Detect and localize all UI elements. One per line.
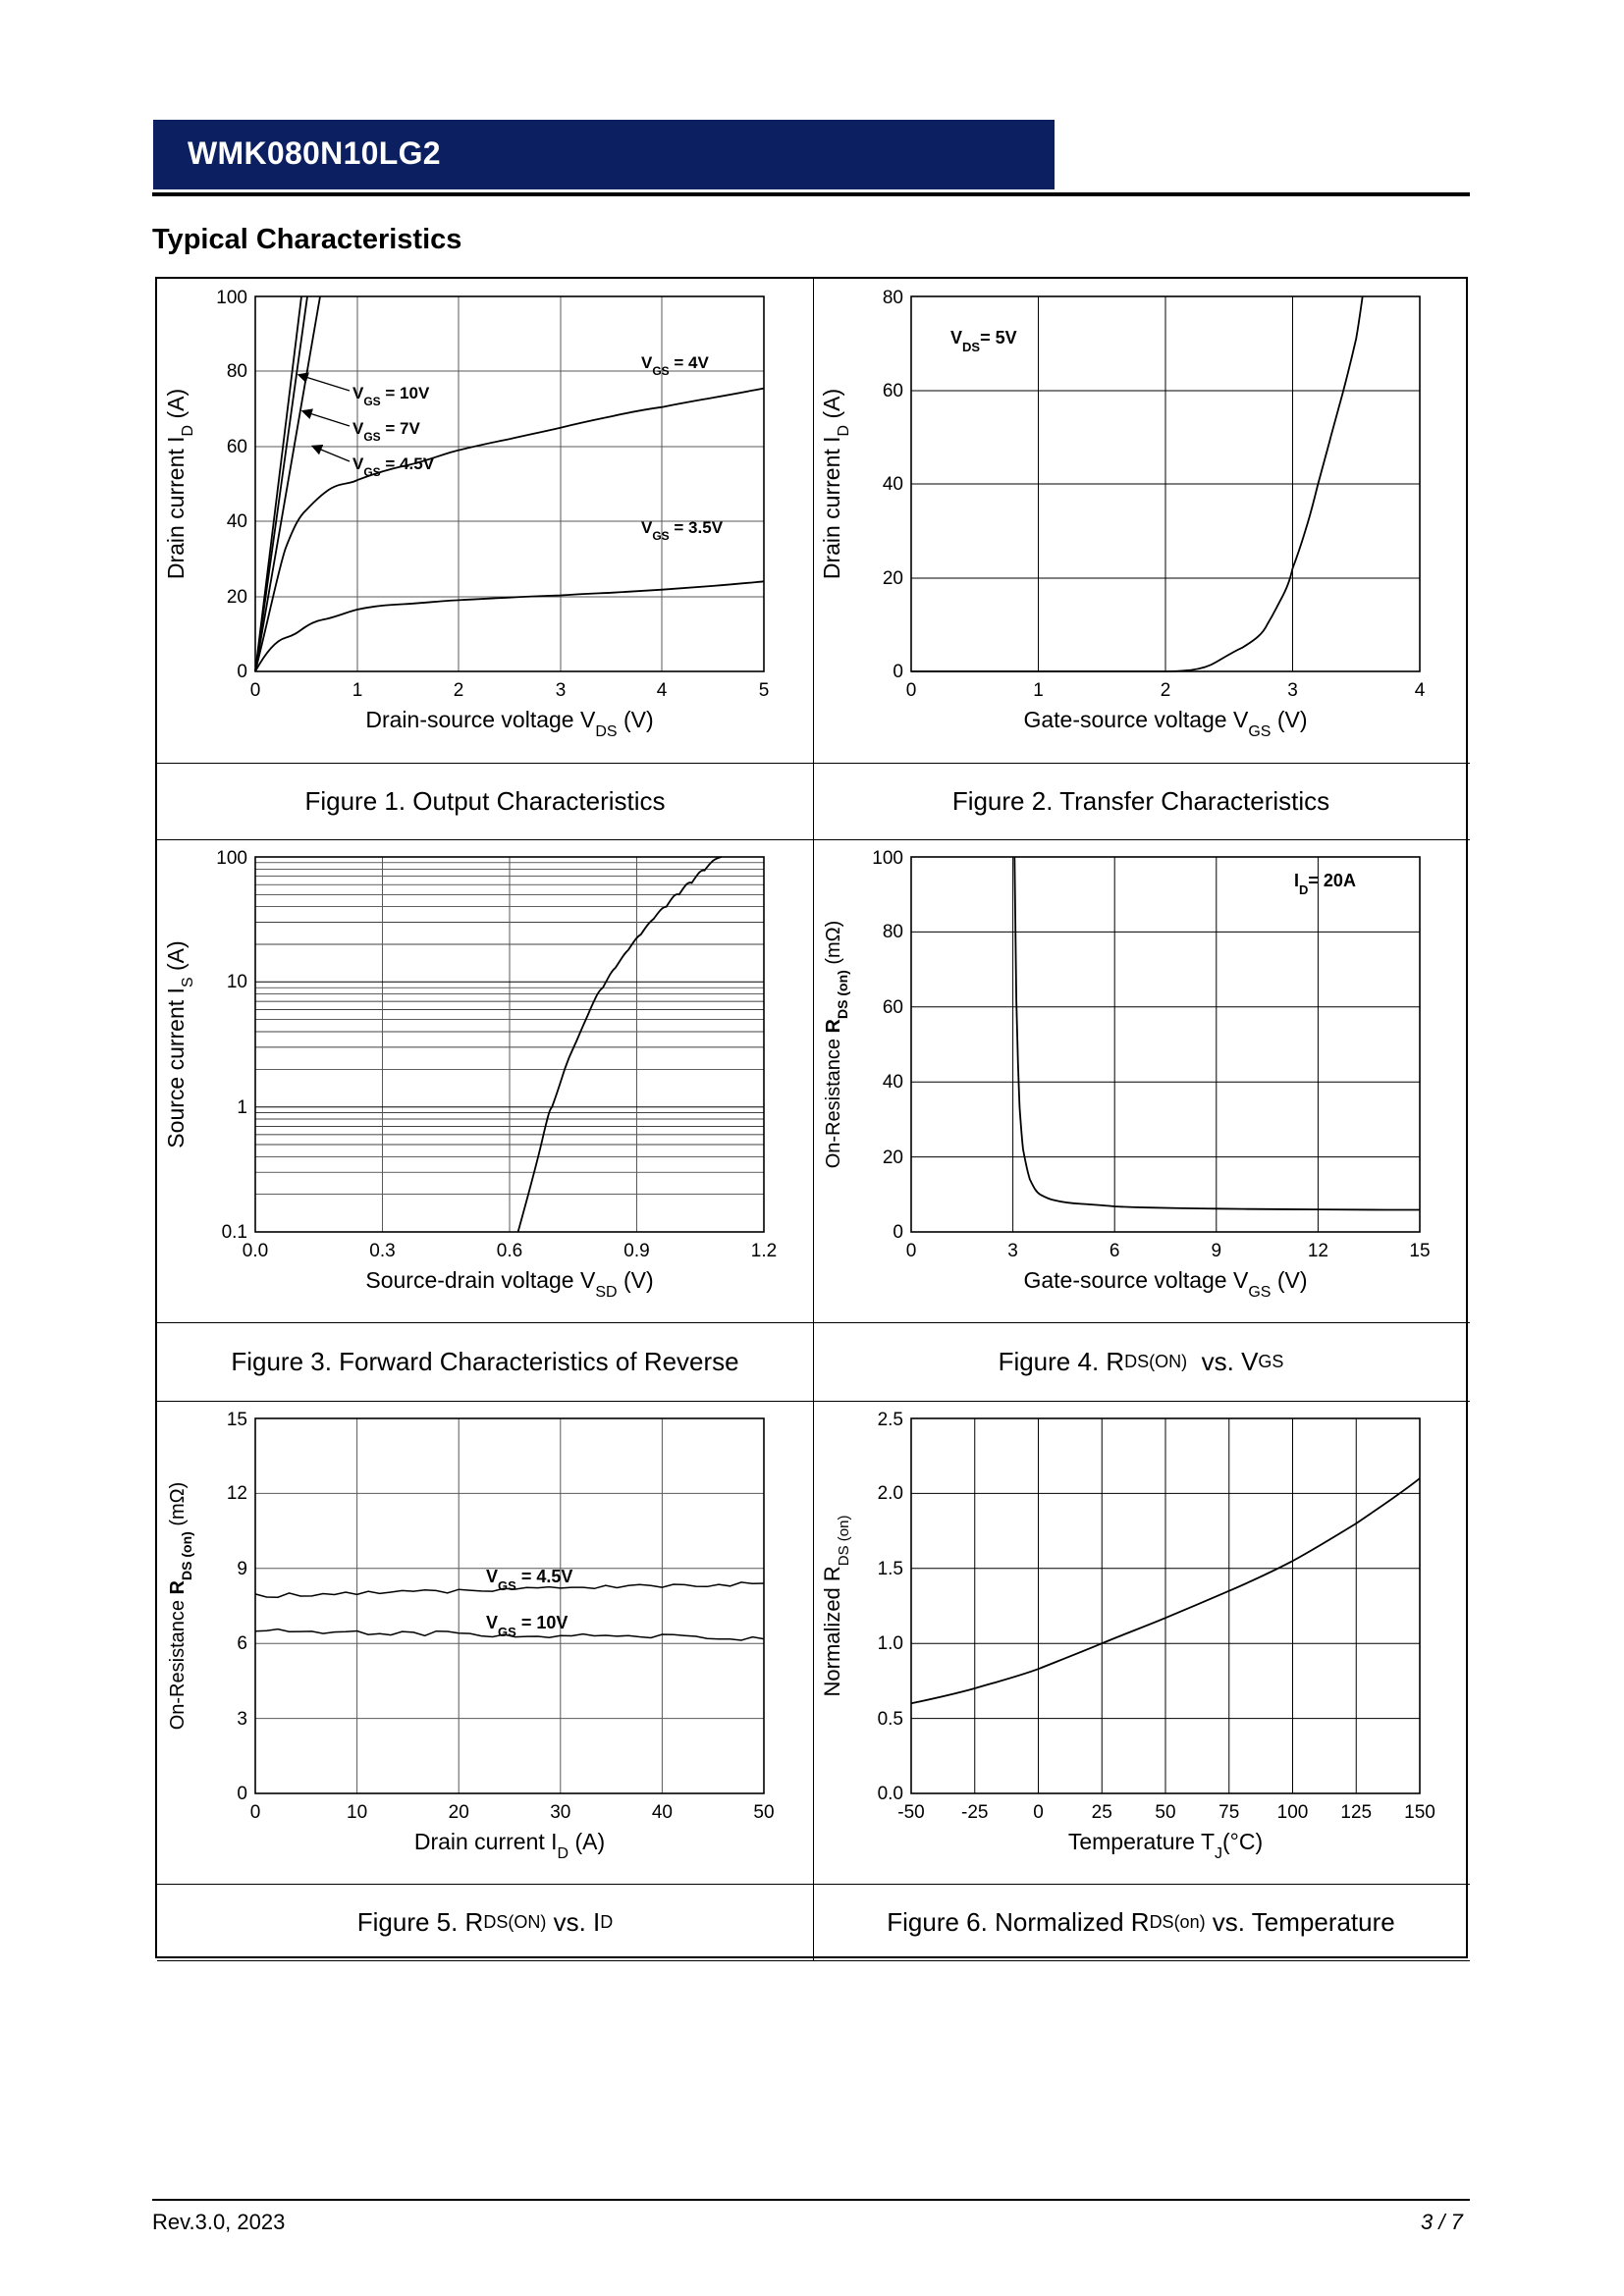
svg-text:20: 20	[449, 1802, 469, 1823]
svg-text:2.0: 2.0	[878, 1483, 903, 1504]
svg-text:0: 0	[237, 1784, 247, 1804]
svg-text:3: 3	[556, 680, 567, 701]
svg-text:100: 100	[216, 288, 247, 308]
svg-text:30: 30	[550, 1802, 570, 1823]
svg-text:4: 4	[657, 680, 668, 701]
svg-text:2.5: 2.5	[878, 1410, 903, 1430]
svg-text:3: 3	[237, 1709, 247, 1730]
svg-text:0.6: 0.6	[497, 1241, 522, 1261]
svg-text:12: 12	[227, 1483, 247, 1504]
svg-text:3: 3	[1007, 1241, 1018, 1261]
svg-text:0: 0	[893, 662, 903, 682]
svg-text:150: 150	[1404, 1802, 1435, 1823]
svg-text:0: 0	[906, 1241, 917, 1261]
svg-text:0.1: 0.1	[222, 1222, 247, 1243]
svg-text:Gate-source voltage VGS (V): Gate-source voltage VGS (V)	[1023, 1267, 1307, 1301]
svg-text:0: 0	[250, 1802, 261, 1823]
svg-text:6: 6	[237, 1633, 247, 1654]
svg-text:VGS = 4V: VGS = 4V	[641, 353, 710, 378]
svg-text:20: 20	[883, 568, 903, 589]
svg-text:0.9: 0.9	[623, 1241, 649, 1261]
svg-text:4: 4	[1415, 680, 1426, 701]
svg-text:60: 60	[227, 437, 247, 457]
svg-text:Source current IS (A): Source current IS (A)	[163, 940, 196, 1148]
svg-text:-25: -25	[961, 1802, 988, 1823]
svg-text:20: 20	[227, 587, 247, 608]
svg-text:0.5: 0.5	[878, 1709, 903, 1730]
svg-text:0.0: 0.0	[878, 1784, 903, 1804]
svg-text:0: 0	[250, 680, 261, 701]
svg-text:100: 100	[872, 848, 903, 869]
svg-text:Drain current ID (A): Drain current ID (A)	[163, 389, 196, 579]
svg-text:40: 40	[883, 1072, 903, 1093]
svg-text:5: 5	[759, 680, 770, 701]
svg-text:0: 0	[893, 1222, 903, 1243]
svg-text:80: 80	[227, 361, 247, 382]
svg-text:VGS = 10V: VGS = 10V	[352, 384, 430, 408]
svg-text:Normalized RDS (on): Normalized RDS (on)	[820, 1516, 852, 1697]
svg-text:40: 40	[227, 511, 247, 532]
svg-text:2: 2	[1161, 680, 1171, 701]
svg-text:125: 125	[1340, 1802, 1372, 1823]
svg-text:0: 0	[1033, 1802, 1044, 1823]
svg-text:On-Resistance RDS (on) (mΩ): On-Resistance RDS (on) (mΩ)	[167, 1482, 194, 1731]
svg-text:1.5: 1.5	[878, 1559, 903, 1579]
svg-text:-50: -50	[897, 1802, 924, 1823]
svg-text:VGS = 4.5V: VGS = 4.5V	[352, 454, 435, 479]
svg-text:9: 9	[237, 1559, 247, 1579]
svg-text:1.2: 1.2	[751, 1241, 777, 1261]
svg-text:60: 60	[883, 997, 903, 1018]
svg-text:80: 80	[883, 288, 903, 308]
svg-text:Drain-source voltage VDS (V): Drain-source voltage VDS (V)	[365, 707, 653, 740]
svg-text:1.0: 1.0	[878, 1633, 903, 1654]
svg-text:Drain current ID (A): Drain current ID (A)	[819, 389, 852, 579]
svg-text:50: 50	[1155, 1802, 1175, 1823]
svg-text:Temperature TJ(°C): Temperature TJ(°C)	[1068, 1829, 1263, 1862]
svg-text:60: 60	[883, 381, 903, 401]
svg-text:0: 0	[237, 662, 247, 682]
svg-text:0.0: 0.0	[243, 1241, 268, 1261]
svg-text:25: 25	[1092, 1802, 1112, 1823]
svg-text:Source-drain voltage VSD (V): Source-drain voltage VSD (V)	[365, 1267, 653, 1301]
svg-text:1: 1	[352, 680, 363, 701]
svg-text:50: 50	[753, 1802, 774, 1823]
svg-text:15: 15	[1409, 1241, 1430, 1261]
svg-text:VDS= 5V: VDS= 5V	[950, 328, 1017, 354]
svg-text:10: 10	[347, 1802, 367, 1823]
svg-text:VGS = 3.5V: VGS = 3.5V	[641, 518, 724, 543]
svg-text:75: 75	[1218, 1802, 1239, 1823]
svg-text:0.3: 0.3	[369, 1241, 395, 1261]
svg-text:Gate-source voltage VGS (V): Gate-source voltage VGS (V)	[1023, 707, 1307, 740]
svg-text:9: 9	[1212, 1241, 1222, 1261]
svg-text:15: 15	[227, 1410, 247, 1430]
svg-text:3: 3	[1287, 680, 1298, 701]
svg-text:40: 40	[652, 1802, 673, 1823]
svg-text:6: 6	[1110, 1241, 1120, 1261]
svg-text:20: 20	[883, 1148, 903, 1168]
svg-text:80: 80	[883, 922, 903, 942]
svg-text:On-Resistance RDS (on) (mΩ): On-Resistance RDS (on) (mΩ)	[823, 921, 850, 1169]
svg-text:12: 12	[1308, 1241, 1328, 1261]
svg-text:1: 1	[237, 1097, 247, 1118]
svg-text:VGS = 7V: VGS = 7V	[352, 419, 421, 444]
svg-text:ID= 20A: ID= 20A	[1294, 871, 1356, 897]
svg-text:100: 100	[1277, 1802, 1309, 1823]
svg-text:Drain current ID (A): Drain current ID (A)	[414, 1829, 605, 1862]
svg-text:2: 2	[454, 680, 464, 701]
svg-text:10: 10	[227, 972, 247, 992]
svg-text:40: 40	[883, 474, 903, 495]
svg-text:0: 0	[906, 680, 917, 701]
svg-text:100: 100	[216, 848, 247, 869]
svg-text:1: 1	[1033, 680, 1044, 701]
